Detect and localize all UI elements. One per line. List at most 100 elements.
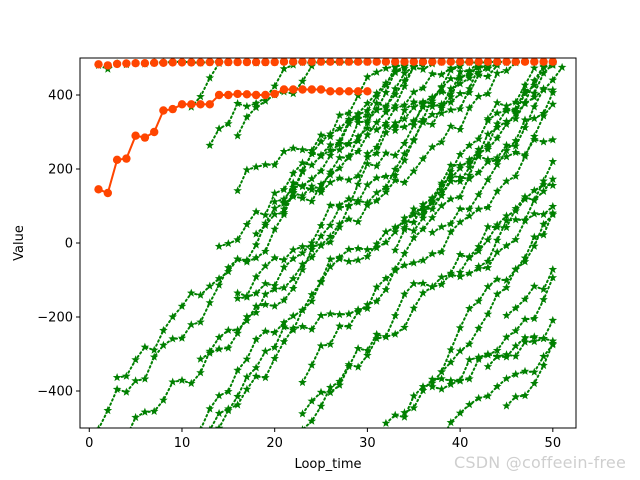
star-point — [381, 148, 391, 157]
star-point — [548, 174, 558, 183]
star-point — [483, 72, 493, 81]
star-point — [353, 109, 363, 118]
star-point — [474, 352, 483, 361]
circle-point — [103, 188, 113, 198]
star-point — [455, 79, 465, 88]
star-point — [307, 149, 317, 158]
star-point — [326, 339, 335, 348]
star-point — [409, 87, 418, 96]
star-point — [326, 231, 335, 240]
trajectory-line — [301, 205, 554, 415]
star-point — [381, 121, 391, 130]
star-point — [363, 304, 372, 313]
star-point — [492, 119, 502, 128]
y-tick-label: −400 — [37, 385, 73, 400]
star-point — [400, 68, 409, 77]
star-point — [502, 66, 511, 75]
star-point — [409, 135, 418, 144]
circle-point — [316, 58, 326, 66]
star-point — [455, 150, 465, 159]
star-point — [446, 379, 456, 389]
star-point — [270, 459, 279, 467]
star-point — [344, 321, 354, 330]
star-point — [428, 228, 437, 237]
star-point — [390, 101, 400, 110]
star-point — [418, 213, 428, 222]
star-point — [502, 223, 511, 232]
circle-point — [112, 59, 122, 69]
star-point — [298, 158, 307, 167]
star-point — [381, 227, 391, 236]
star-point — [261, 261, 270, 270]
star-point — [363, 159, 372, 168]
star-point — [390, 170, 400, 179]
star-point — [307, 181, 317, 190]
star-point — [455, 104, 465, 113]
star-point — [511, 136, 520, 145]
star-point — [409, 97, 418, 106]
star-point — [400, 149, 409, 158]
circle-point — [187, 100, 196, 109]
star-point — [400, 260, 409, 269]
star-point — [214, 280, 224, 289]
star-point — [418, 202, 428, 211]
star-point — [103, 406, 113, 415]
star-point — [455, 89, 465, 98]
star-point — [520, 99, 530, 108]
star-point — [511, 107, 520, 116]
star-point — [437, 435, 446, 443]
star-point — [326, 309, 335, 318]
star-point — [465, 211, 474, 220]
circle-point — [298, 58, 307, 66]
star-point — [455, 163, 465, 172]
star-point — [446, 171, 456, 180]
star-point — [418, 210, 428, 219]
star-point — [353, 217, 363, 226]
star-point — [428, 196, 437, 205]
star-point — [465, 73, 474, 82]
star-point — [372, 196, 381, 205]
star-point — [316, 180, 326, 189]
star-point — [307, 185, 317, 194]
trajectory-line — [236, 65, 313, 137]
circle-point — [455, 58, 465, 66]
star-point — [251, 363, 261, 372]
star-point — [233, 400, 242, 409]
star-point — [122, 432, 131, 440]
star-point — [400, 178, 409, 187]
star-point — [335, 380, 344, 389]
star-point — [483, 89, 493, 98]
star-point — [279, 283, 289, 292]
star-point — [465, 252, 474, 261]
star-point — [548, 265, 558, 274]
star-point — [474, 168, 483, 177]
star-point — [539, 284, 548, 293]
star-point — [372, 296, 381, 305]
star-point — [316, 221, 326, 230]
circle-point — [391, 58, 400, 66]
star-point — [548, 157, 558, 166]
star-point — [316, 137, 326, 146]
star-point — [363, 252, 372, 261]
star-point — [251, 301, 261, 310]
star-point — [530, 186, 539, 195]
circle-point — [205, 100, 214, 109]
star-point — [363, 200, 372, 209]
star-point — [446, 345, 456, 354]
star-point — [344, 194, 354, 203]
star-point — [400, 114, 409, 123]
star-point — [224, 267, 233, 276]
particle-trajectory — [400, 315, 558, 417]
circle-point — [270, 58, 279, 67]
star-point — [539, 68, 548, 77]
star-point — [502, 211, 511, 220]
star-point — [298, 378, 307, 387]
star-point — [511, 235, 520, 244]
star-point — [363, 180, 372, 189]
star-point — [418, 288, 428, 297]
star-point — [381, 332, 391, 341]
star-point — [187, 320, 196, 329]
circle-point — [344, 87, 354, 96]
star-point — [400, 122, 409, 131]
star-point — [326, 220, 335, 229]
